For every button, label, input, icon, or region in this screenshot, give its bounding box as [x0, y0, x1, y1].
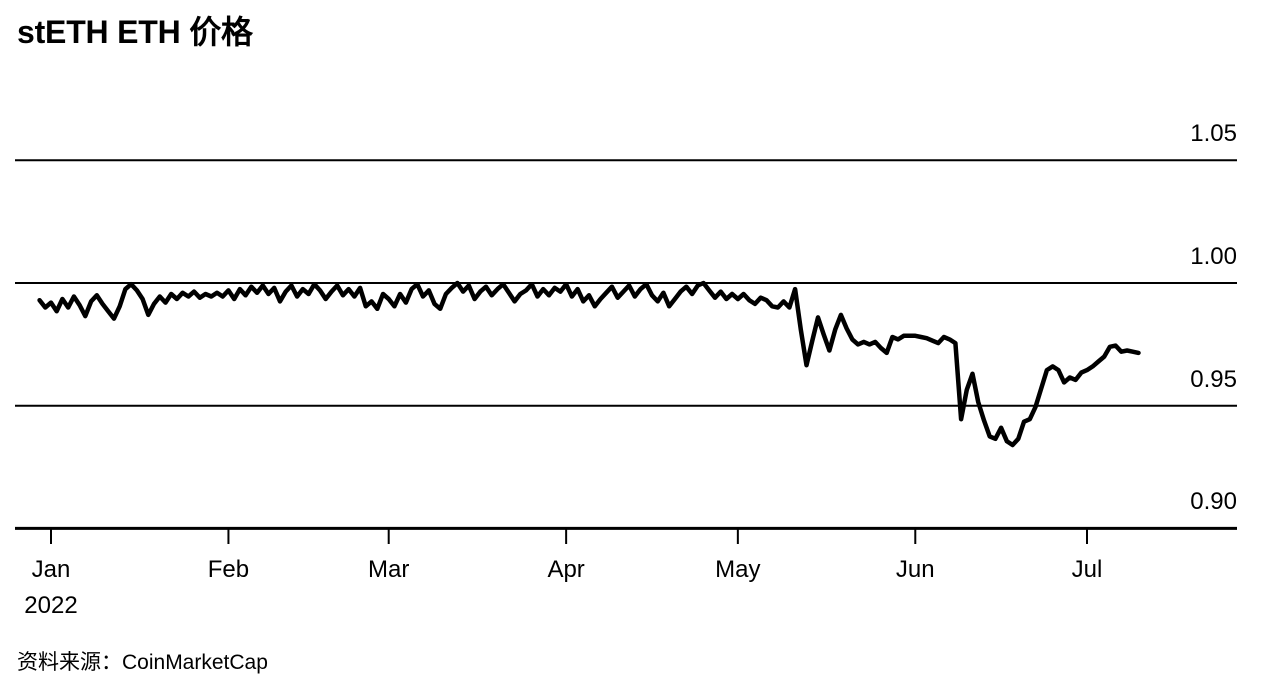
x-tick-label-Jan: Jan: [31, 556, 71, 583]
y-tick-label-1.00: 1.00: [1190, 243, 1237, 270]
source-label: 资料来源：: [17, 651, 122, 674]
x-axis-year-label: 2022: [24, 592, 78, 619]
x-tick-label-May: May: [715, 556, 761, 583]
x-tick-label-Feb: Feb: [207, 556, 250, 583]
source-caption: 资料来源：CoinMarketCap: [17, 650, 268, 676]
y-tick-label-0.95: 0.95: [1190, 365, 1237, 393]
x-tick-label-Mar: Mar: [368, 556, 410, 583]
x-tick-label-Apr: Apr: [547, 556, 585, 583]
y-tick-label-0.90: 0.90: [1190, 488, 1237, 516]
y-tick-label-1.05: 1.05: [1190, 120, 1237, 148]
chart-title: stETH ETH 价格: [17, 14, 253, 50]
source-name: CoinMarketCap: [122, 651, 268, 674]
x-tick-label-Jun: Jun: [895, 556, 935, 583]
price-line-series: [37, 280, 1141, 448]
x-tick-label-Jul: Jul: [1071, 556, 1103, 583]
